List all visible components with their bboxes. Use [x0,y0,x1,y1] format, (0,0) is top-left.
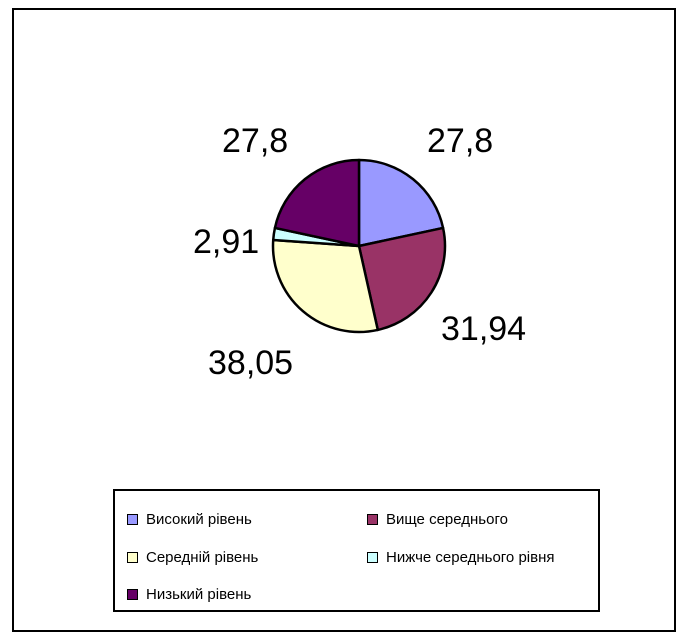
data-label: 27,8 [222,122,288,160]
pie-slices [271,158,447,334]
pie-slice [273,158,361,248]
legend-label: Нижче середнього рівня [386,549,555,566]
legend-item-average: Середній рівень [127,549,258,566]
legend-label: Середній рівень [146,549,259,566]
pie-slice [357,158,445,248]
legend-swatch [367,552,378,563]
legend-swatch [127,552,138,563]
legend-item-high: Високий рівень [127,511,252,528]
legend: Високий рівень Вище середнього Середній … [113,489,600,612]
pie-slice [357,226,447,332]
legend-item-below-average: Нижче середнього рівня [367,549,555,566]
legend-item-above-average: Вище середнього [367,511,508,528]
data-label: 27,8 [427,122,493,160]
data-label: 2,91 [193,223,259,261]
legend-label: Низький рівень [146,586,252,603]
legend-swatch [127,589,138,600]
pie-slice [271,238,380,334]
legend-label: Вище середнього [386,511,508,528]
legend-label: Високий рівень [146,511,252,528]
data-label: 38,05 [208,344,293,382]
legend-item-low: Низький рівень [127,586,251,603]
data-label: 31,94 [441,310,526,348]
legend-swatch [127,514,138,525]
data-labels: 27,8 31,94 38,05 2,91 27,8 [193,122,526,382]
legend-swatch [367,514,378,525]
